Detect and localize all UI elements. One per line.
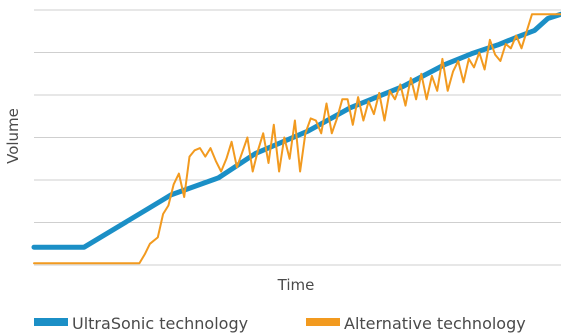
series-lines — [31, 11, 561, 265]
legend: UltraSonic technology Alternative techno… — [34, 314, 526, 333]
legend-label-alternative: Alternative technology — [344, 314, 526, 333]
series-line-ultrasonic — [31, 11, 561, 250]
x-axis-label: Time — [277, 276, 315, 294]
y-axis-label: Volume — [4, 108, 22, 164]
legend-swatch-alternative — [306, 318, 340, 326]
legend-swatch-ultrasonic — [34, 318, 68, 326]
series-line-alternative — [33, 13, 561, 265]
legend-label-ultrasonic: UltraSonic technology — [72, 314, 248, 333]
